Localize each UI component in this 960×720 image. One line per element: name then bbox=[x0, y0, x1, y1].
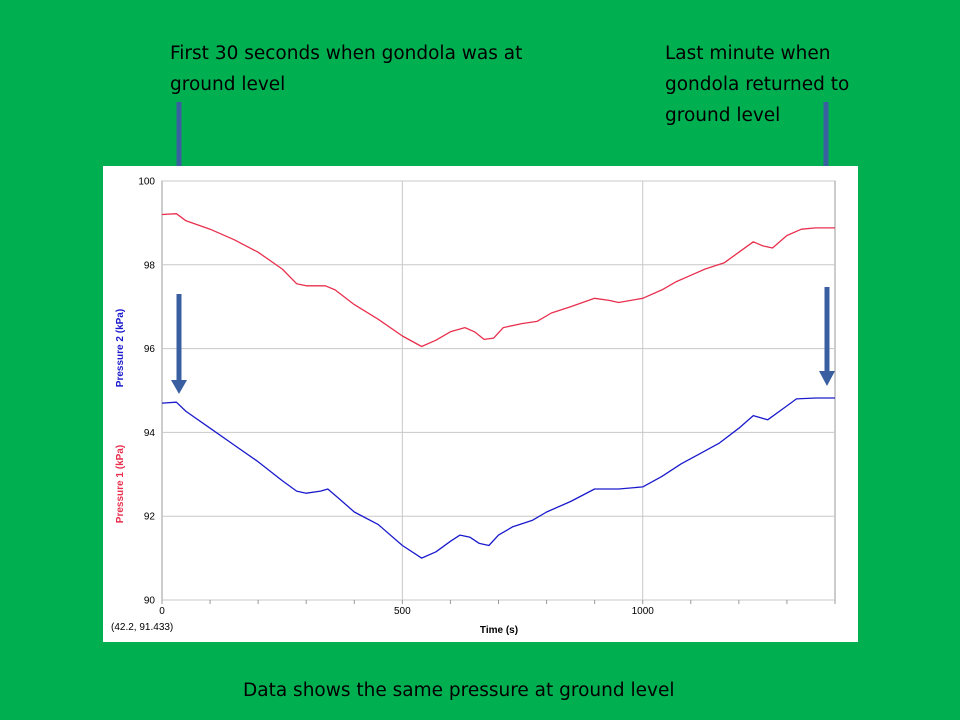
x-tick-label: 1000 bbox=[632, 606, 655, 617]
x-tick-label: 0 bbox=[159, 606, 165, 617]
grid bbox=[161, 180, 836, 601]
x-axis-label: Time (s) bbox=[480, 625, 518, 636]
series bbox=[161, 213, 835, 559]
down-arrow-icon bbox=[819, 287, 835, 386]
chart-panel: 90 92 94 96 98 100 0 500 1000 Pressure 1 (kPa) P… bbox=[103, 166, 858, 642]
series-line-pressure-1 bbox=[161, 213, 835, 348]
x-tick-label: 500 bbox=[394, 606, 411, 617]
y-tick-label: 90 bbox=[144, 596, 156, 607]
y-tick-label: 98 bbox=[144, 260, 156, 271]
y-axis-label-pressure-2: Pressure 2 (kPa) bbox=[115, 309, 126, 387]
y-tick-label: 96 bbox=[144, 344, 156, 355]
annotation-first-30-seconds: First 30 seconds when gondola was at gro… bbox=[170, 43, 523, 95]
down-arrow-icon bbox=[171, 294, 187, 394]
cursor-readout: (42.2, 91.433) bbox=[111, 622, 173, 633]
annotation-last-minute: Last minute when gondola returned to gro… bbox=[665, 43, 850, 126]
y-tick-label: 94 bbox=[144, 428, 156, 439]
y-axis-label-pressure-1: Pressure 1 (kPa) bbox=[115, 445, 126, 523]
plot-area-border bbox=[161, 180, 836, 601]
series-line-pressure-2 bbox=[161, 397, 835, 559]
y-tick-label: 100 bbox=[138, 177, 155, 188]
caption: Data shows the same pressure at ground l… bbox=[243, 680, 675, 701]
y-tick-label: 92 bbox=[144, 512, 156, 523]
